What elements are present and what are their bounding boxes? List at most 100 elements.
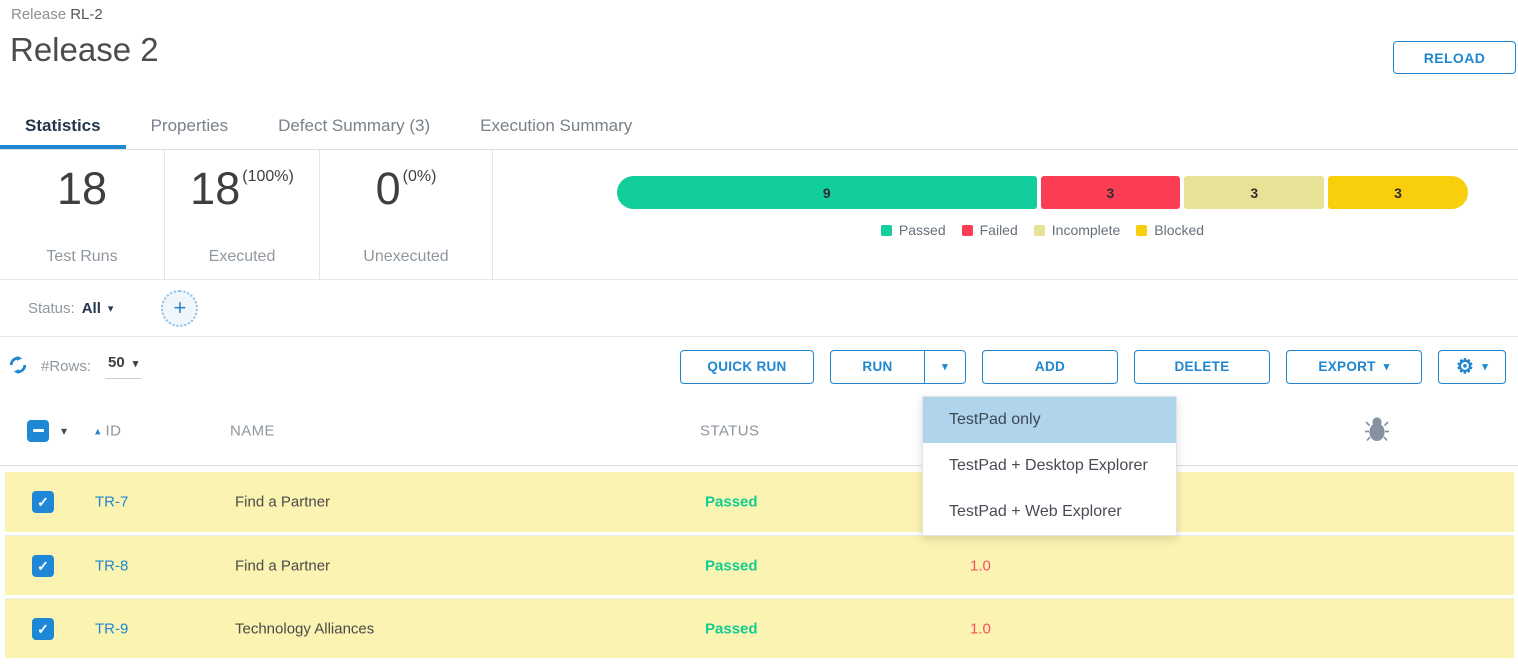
legend-passed: Passed <box>880 222 946 238</box>
legend-passed-swatch <box>880 224 892 236</box>
checkmark-icon: ✓ <box>37 494 49 510</box>
legend-failed-swatch <box>961 224 973 236</box>
stat-executed-pct: (100%) <box>242 168 294 185</box>
bar-segment-passed: 9 <box>617 176 1037 209</box>
version-value: 1.0 <box>970 620 991 637</box>
chevron-down-icon: ▾ <box>1482 361 1489 373</box>
checkmark-icon: ✓ <box>37 620 49 637</box>
test-run-name: Find a Partner <box>235 557 331 574</box>
menu-item-testpad-only[interactable]: TestPad only <box>923 397 1176 443</box>
bar-segment-failed-value: 3 <box>1106 184 1115 201</box>
run-dropdown-menu: TestPad only TestPad + Desktop Explorer … <box>922 396 1177 536</box>
menu-item-testpad-desktop-explorer[interactable]: TestPad + Desktop Explorer <box>949 457 1148 474</box>
table-body: ✓ TR-7 Find a Partner Passed ✓ TR-8 Find… <box>0 472 1518 658</box>
menu-item-testpad-web-explorer[interactable]: TestPad + Web Explorer <box>949 503 1122 520</box>
export-button[interactable]: EXPORT ▾ <box>1286 349 1422 384</box>
test-run-id-link[interactable]: TR-9 <box>95 620 129 637</box>
table-row[interactable]: ✓ TR-9 Technology Alliances Passed 1.0 <box>5 598 1514 658</box>
run-split-button[interactable]: RUN ▾ <box>830 349 966 384</box>
stat-test-runs-label: Test Runs <box>46 248 118 265</box>
breadcrumb: Release RL-2 <box>0 0 1518 23</box>
stat-unexecuted-value: 0 <box>375 163 401 214</box>
stat-executed-value: 18 <box>190 163 241 214</box>
quick-run-button[interactable]: QUICK RUN <box>680 349 814 384</box>
select-all-checkbox[interactable] <box>27 419 49 442</box>
column-header-name: NAME <box>230 422 275 439</box>
checkmark-icon: ✓ <box>37 557 49 574</box>
legend-incomplete-label: Incomplete <box>1051 222 1121 238</box>
gear-icon: ⚙ <box>1455 355 1475 378</box>
rows-count-select[interactable]: 50 ▾ <box>105 354 142 379</box>
stacked-status-bar: 9 3 3 3 <box>617 176 1468 209</box>
tab-statistics[interactable]: Statistics <box>0 107 126 149</box>
export-button-label: EXPORT <box>1318 359 1376 374</box>
status-badge: Passed <box>705 620 758 637</box>
run-dropdown-toggle[interactable]: ▾ <box>924 350 965 383</box>
grid-toolbar: #Rows: 50 ▾ QUICK RUN RUN ▾ ADD DELETE EX… <box>0 337 1518 396</box>
rows-count-value: 50 <box>108 354 125 371</box>
row-checkbox[interactable]: ✓ <box>32 491 54 513</box>
legend-failed-label: Failed <box>979 222 1018 238</box>
table-header: ▾ ▴ ID NAME STATUS <box>0 396 1518 466</box>
legend-blocked-label: Blocked <box>1154 222 1205 238</box>
refresh-button[interactable] <box>9 356 27 377</box>
add-button[interactable]: ADD <box>982 349 1118 384</box>
column-header-status: STATUS <box>700 422 760 439</box>
selection-menu-caret-icon[interactable]: ▾ <box>61 423 68 438</box>
test-run-name: Technology Alliances <box>235 620 375 637</box>
bar-segment-incomplete-value: 3 <box>1250 184 1259 201</box>
settings-button[interactable]: ⚙ ▾ <box>1438 349 1506 384</box>
test-run-id-link[interactable]: TR-7 <box>95 493 129 511</box>
refresh-icon <box>9 356 27 377</box>
row-checkbox[interactable]: ✓ <box>32 554 54 577</box>
bar-segment-passed-value: 9 <box>822 184 831 201</box>
action-buttons: QUICK RUN RUN ▾ ADD DELETE EXPORT ▾ ⚙ ▾ <box>680 349 1506 384</box>
rows-count-label: #Rows: <box>41 358 92 375</box>
stat-unexecuted-pct: (0%) <box>402 168 437 185</box>
status-filter-value[interactable]: All <box>81 299 101 317</box>
run-button[interactable]: RUN <box>862 359 893 374</box>
stat-test-runs: 18 Test Runs <box>0 150 165 279</box>
rows-count-caret-icon: ▾ <box>132 358 139 370</box>
status-filter-label: Status: <box>28 299 75 317</box>
legend-failed: Failed <box>961 222 1018 238</box>
column-header-id[interactable]: ▴ ID <box>95 422 121 439</box>
breadcrumb-section: Release <box>11 6 67 23</box>
version-value: 1.0 <box>970 557 991 574</box>
test-run-name: Find a Partner <box>235 493 331 511</box>
legend-incomplete-swatch <box>1033 224 1045 236</box>
tab-execution-summary[interactable]: Execution Summary <box>480 116 633 135</box>
statistics-panel: 18 Test Runs 18 (100%) Executed 0 (0%) U… <box>0 150 1518 280</box>
chevron-down-icon: ▾ <box>942 361 948 373</box>
bar-segment-blocked: 3 <box>1328 176 1468 209</box>
stat-unexecuted-label: Unexecuted <box>363 248 449 265</box>
legend-blocked-swatch <box>1136 224 1148 236</box>
breadcrumb-release-code: RL-2 <box>70 6 103 23</box>
id-header-label: ID <box>105 422 122 439</box>
add-filter-button[interactable]: + <box>161 289 199 327</box>
chevron-down-icon: ▾ <box>1383 361 1390 373</box>
bar-segment-failed: 3 <box>1040 176 1181 209</box>
tab-properties[interactable]: Properties <box>150 116 229 135</box>
status-badge: Passed <box>705 557 758 574</box>
chart-legend: Passed Failed Incomplete Blocked <box>617 222 1468 238</box>
reload-button[interactable]: RELOAD <box>1393 41 1516 74</box>
sort-ascending-icon: ▴ <box>95 425 101 437</box>
filter-bar: Status: All ▾ + <box>0 280 1518 337</box>
stat-counters: 18 Test Runs 18 (100%) Executed 0 (0%) U… <box>0 150 493 279</box>
page-header: Release 2 RELOAD <box>0 23 1518 107</box>
delete-button[interactable]: DELETE <box>1134 349 1270 384</box>
test-run-id-link[interactable]: TR-8 <box>95 557 129 574</box>
tab-defect-summary[interactable]: Defect Summary (3) <box>278 116 431 135</box>
legend-passed-label: Passed <box>898 222 946 238</box>
table-row[interactable]: ✓ TR-7 Find a Partner Passed <box>5 472 1514 532</box>
plus-icon: + <box>173 295 187 320</box>
status-filter-caret-icon[interactable]: ▾ <box>107 302 114 315</box>
bug-icon <box>1365 415 1389 446</box>
bar-segment-blocked-value: 3 <box>1394 184 1402 201</box>
stat-executed-label: Executed <box>208 248 276 265</box>
table-row[interactable]: ✓ TR-8 Find a Partner Passed 1.0 <box>5 535 1514 595</box>
row-checkbox[interactable]: ✓ <box>32 617 54 640</box>
stat-executed: 18 (100%) Executed <box>165 150 320 279</box>
stat-unexecuted: 0 (0%) Unexecuted <box>320 150 493 279</box>
